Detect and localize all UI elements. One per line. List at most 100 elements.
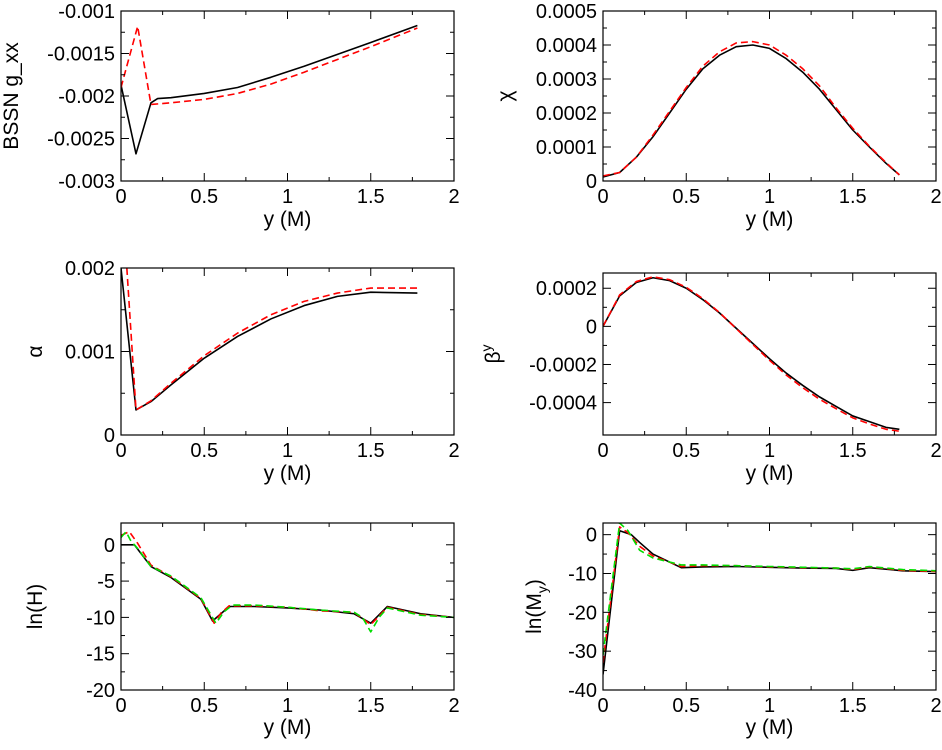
y-axis-label-main: BSSN g_xx <box>0 42 23 150</box>
series-line-black <box>121 268 418 411</box>
y-axis-label: ln(H) <box>24 584 47 630</box>
x-tick-label: 1 <box>282 186 293 208</box>
y-tick-label: -0.003 <box>58 171 115 193</box>
y-tick-label: 0 <box>586 525 597 547</box>
x-axis-label: y (M) <box>746 716 794 739</box>
x-tick-label: 1.5 <box>839 440 867 462</box>
x-tick-label: 1 <box>764 440 775 462</box>
y-tick-label: 0.0005 <box>536 1 597 23</box>
x-tick-label: 0 <box>115 440 126 462</box>
y-tick-label: 0 <box>586 171 597 193</box>
x-tick-label: 0.5 <box>672 186 700 208</box>
x-tick-label: 1.5 <box>357 186 385 208</box>
x-tick-label: 1 <box>282 440 293 462</box>
x-tick-label: 2 <box>448 440 459 462</box>
x-tick-label: 1.5 <box>839 695 867 717</box>
y-tick-label: 0 <box>104 535 115 557</box>
y-tick-label: 0.002 <box>65 258 115 280</box>
plot-frame <box>120 10 455 182</box>
x-tick-label: 0 <box>597 186 608 208</box>
y-axis-label: χ <box>494 90 517 101</box>
x-axis-label: y (M) <box>264 462 312 485</box>
x-tick-label: 2 <box>448 186 459 208</box>
y-tick-label: -0.0025 <box>47 129 115 151</box>
y-axis-label-superscript: y <box>478 344 494 351</box>
y-tick-label: 0.001 <box>65 342 115 364</box>
y-tick-label: -30 <box>568 641 597 663</box>
series-line-black <box>603 529 936 675</box>
series-line-red <box>121 25 418 106</box>
x-tick-label: 2 <box>930 695 941 717</box>
x-tick-label: 2 <box>448 695 459 717</box>
y-axis-label-subscript: y <box>534 586 550 593</box>
y-axis-label-main: χ <box>494 90 517 101</box>
y-tick-label: -0.001 <box>58 1 115 23</box>
plot-frame <box>120 522 455 691</box>
x-tick-label: 1.5 <box>357 695 385 717</box>
y-tick-label: -10 <box>568 563 597 585</box>
y-tick-label: -15 <box>86 644 115 666</box>
chart-alpha: 0 0.5 1 1.5 2 0 0.001 0.002 y (M) α <box>24 258 460 485</box>
y-tick-label: -5 <box>97 571 115 593</box>
y-tick-label: 0.0003 <box>536 69 597 91</box>
y-tick-label: -20 <box>86 680 115 702</box>
series-line-black <box>603 44 900 178</box>
y-tick-label: 0.0001 <box>536 137 597 159</box>
series-line-red <box>126 268 418 411</box>
x-tick-label: 2 <box>930 186 941 208</box>
x-tick-label: 1 <box>764 695 775 717</box>
y-tick-label: -10 <box>86 607 115 629</box>
y-axis-label-main: ln(M <box>523 593 546 634</box>
y-tick-label: -0.002 <box>58 86 115 108</box>
x-tick-label: 1 <box>282 695 293 717</box>
x-axis-label: y (M) <box>746 462 794 485</box>
y-tick-label: -20 <box>568 602 597 624</box>
series-line-red <box>603 526 936 663</box>
y-tick-label: 0 <box>586 316 597 338</box>
plot-frame <box>602 522 937 691</box>
series-line-green <box>121 530 454 633</box>
y-axis-label-main: ln(H) <box>24 584 47 630</box>
y-tick-label: -0.0015 <box>47 44 115 66</box>
x-tick-label: 2 <box>930 440 941 462</box>
y-axis-label: BSSN g_xx <box>0 42 23 150</box>
x-tick-label: 1.5 <box>357 440 385 462</box>
x-tick-label: 0.5 <box>190 440 218 462</box>
x-axis-label: y (M) <box>264 716 312 739</box>
y-axis-label-main: α <box>24 345 47 357</box>
series-line-green <box>603 523 936 656</box>
x-axis-label: y (M) <box>746 208 794 231</box>
y-tick-label: 0.0002 <box>536 278 597 300</box>
y-tick-label: 0.0004 <box>536 35 597 57</box>
plot-frame <box>602 272 937 436</box>
chart-lnH: 0 0.5 1 1.5 2 -20 -15 -10 -5 0 y (M) ln(H) <box>24 522 460 739</box>
x-tick-label: 0.5 <box>672 440 700 462</box>
plot-frame <box>602 10 937 182</box>
x-tick-label: 1 <box>764 186 775 208</box>
x-tick-label: 0 <box>597 440 608 462</box>
x-tick-label: 0.5 <box>190 695 218 717</box>
x-tick-label: 0.5 <box>190 186 218 208</box>
y-tick-label: 0 <box>104 425 115 447</box>
x-axis-label: y (M) <box>264 208 312 231</box>
x-tick-label: 0 <box>115 695 126 717</box>
y-tick-label: 0.0002 <box>536 103 597 125</box>
y-axis-label: βy <box>478 344 505 363</box>
series-line-black <box>603 276 900 431</box>
x-tick-label: 1.5 <box>839 186 867 208</box>
chart-lnMy: 0 0.5 1 1.5 2 -40 -30 -20 -10 0 y (M) ln(My) <box>523 522 942 739</box>
series-line-red <box>603 40 900 177</box>
x-tick-label: 0.5 <box>672 695 700 717</box>
y-tick-label: -40 <box>568 680 597 702</box>
y-tick-label: -0.0004 <box>529 393 597 415</box>
chart-chi: 0 0.5 1 1.5 2 0 0.0001 0.0002 0.0003 0.0004 0.0005… <box>494 1 942 231</box>
x-tick-label: 0 <box>115 186 126 208</box>
chart-betay: 0 0.5 1 1.5 2 -0.0004 -0.0002 0 0.0002 y (M) βy <box>478 272 942 485</box>
series-line-black <box>121 24 418 155</box>
x-tick-label: 0 <box>597 695 608 717</box>
y-axis-label-end: ) <box>523 579 546 586</box>
y-axis-label-main: β <box>482 351 505 363</box>
y-axis-label: ln(My) <box>523 579 550 634</box>
series-line-red <box>603 276 900 432</box>
